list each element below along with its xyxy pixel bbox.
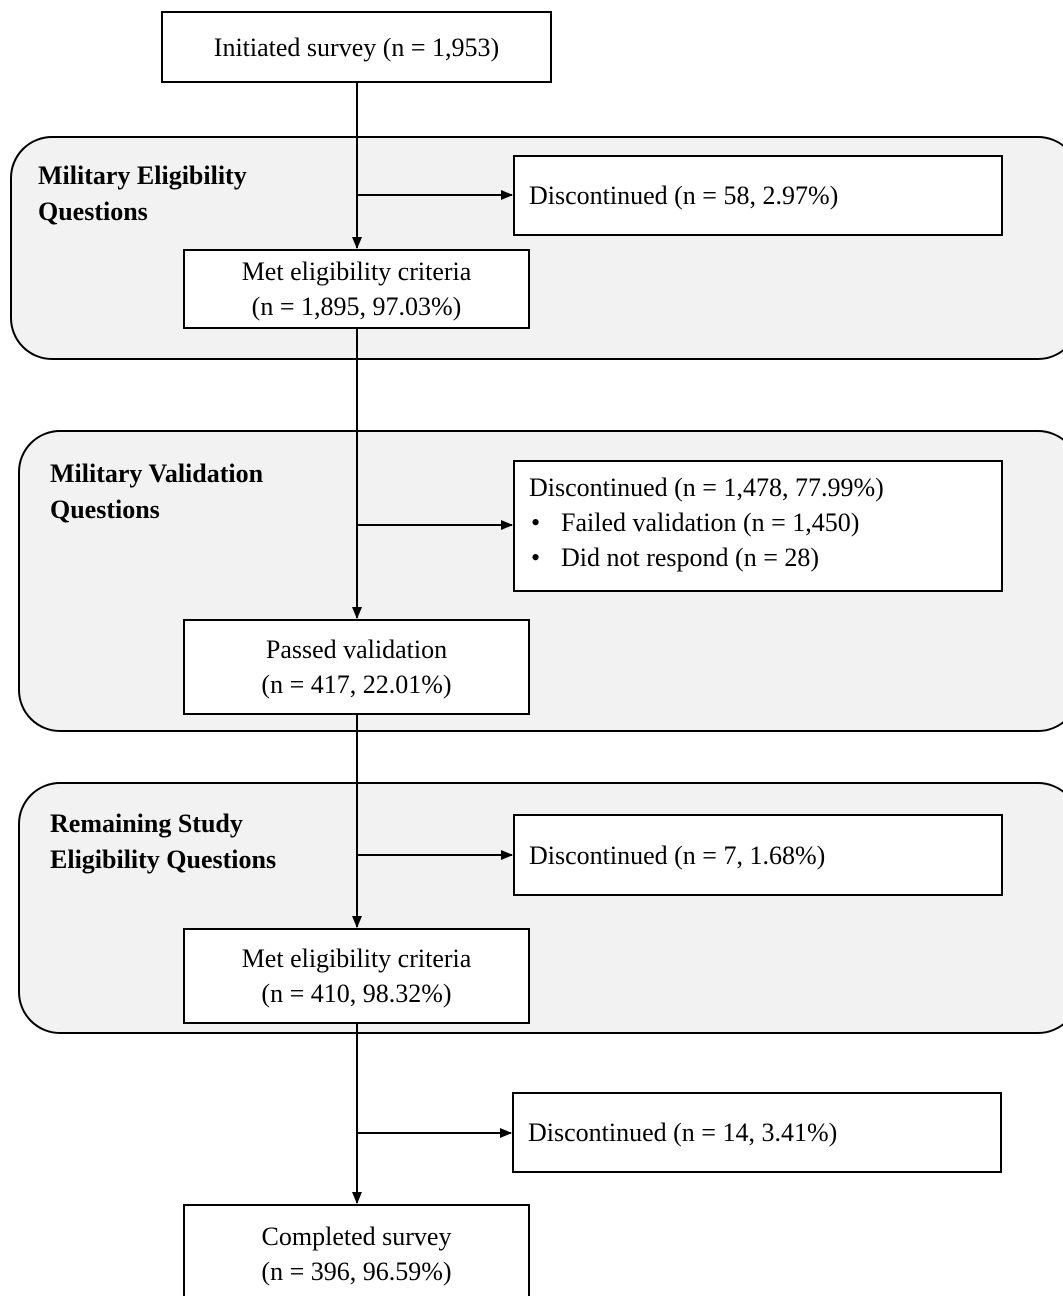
bullet-text: Failed validation (n = 1,450) bbox=[561, 508, 860, 537]
result-box-remaining: Met eligibility criteria (n = 410, 98.32… bbox=[183, 928, 530, 1024]
discontinued-text: Discontinued (n = 14, 3.41%) bbox=[528, 1118, 838, 1147]
bullet-text: Did not respond (n = 28) bbox=[561, 543, 820, 572]
end-line1: Completed survey bbox=[261, 1222, 452, 1251]
result-line2: (n = 1,895, 97.03%) bbox=[251, 292, 462, 321]
phase-label: Remaining Study Eligibility Questions bbox=[50, 809, 277, 874]
result-line2: (n = 417, 22.01%) bbox=[261, 670, 452, 699]
start-text: Initiated survey (n = 1,953) bbox=[213, 32, 500, 62]
bullet-item: • Did not respond (n = 28) bbox=[531, 543, 820, 572]
discontinued-text: Discontinued (n = 1,478, 77.99%) bbox=[529, 473, 884, 502]
discontinued-box-3: Discontinued (n = 7, 1.68%) bbox=[513, 814, 1003, 896]
bullet-item: • Failed validation (n = 1,450) bbox=[531, 508, 860, 537]
result-line1: Passed validation bbox=[265, 635, 448, 664]
result-box-eligible: Met eligibility criteria (n = 1,895, 97.… bbox=[183, 249, 530, 329]
end-line2: (n = 396, 96.59%) bbox=[261, 1257, 452, 1286]
phase-label: Military Validation Questions bbox=[50, 459, 264, 524]
end-box: Completed survey (n = 396, 96.59%) bbox=[183, 1204, 530, 1296]
discontinued-text: Discontinued (n = 58, 2.97%) bbox=[529, 181, 839, 210]
result-line2: (n = 410, 98.32%) bbox=[261, 979, 452, 1008]
discontinued-box-2: Discontinued (n = 1,478, 77.99%) • Failed… bbox=[513, 460, 1003, 592]
result-line1: Met eligibility criteria bbox=[241, 944, 472, 973]
result-line1: Met eligibility criteria bbox=[241, 257, 472, 286]
phase-label: Military Eligibility Questions bbox=[38, 161, 247, 226]
start-box: Initiated survey (n = 1,953) bbox=[161, 11, 552, 83]
result-box-validated: Passed validation (n = 417, 22.01%) bbox=[183, 619, 530, 715]
discontinued-box-4: Discontinued (n = 14, 3.41%) bbox=[512, 1092, 1002, 1173]
discontinued-text: Discontinued (n = 7, 1.68%) bbox=[529, 840, 826, 870]
discontinued-box-1: Discontinued (n = 58, 2.97%) bbox=[513, 155, 1003, 236]
